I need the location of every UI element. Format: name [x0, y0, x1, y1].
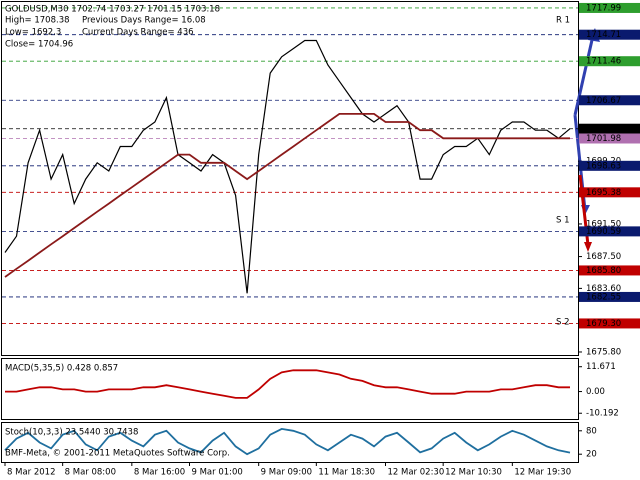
info-text: GOLDUSD,M30 1702.74 1703.27 1701.15 1703…	[5, 5, 220, 15]
stoch-panel	[1, 422, 579, 463]
y-tick-label: 11.671	[586, 362, 616, 372]
series-line	[4, 113, 570, 278]
y-tick-label: 1683.60	[586, 284, 621, 294]
info-text: High= 1708.38	[5, 16, 70, 26]
panel-title: Stoch(10,3,3) 23.5440 30.7438	[5, 428, 138, 438]
level-badge	[579, 56, 640, 67]
info-text: Previous Days Range= 16.08	[82, 16, 206, 26]
level-badge	[579, 133, 640, 144]
level-badge	[579, 95, 640, 106]
x-tick-label: 12 Mar 10:30	[445, 468, 502, 478]
level-label: 1690.59	[586, 227, 621, 237]
series-line	[4, 39, 571, 294]
y-tick-label: -10.192	[586, 409, 619, 419]
level-label: 1695.38	[586, 188, 621, 198]
pivot-label: S 2	[556, 318, 570, 328]
level-label: 1711.46	[586, 57, 621, 67]
level-badge	[579, 291, 640, 302]
x-tick-label: 8 Mar 08:00	[65, 468, 116, 478]
x-tick-label: 12 Mar 19:30	[514, 468, 571, 478]
level-badge	[579, 2, 640, 13]
level-label: 1703.18	[586, 124, 621, 134]
y-tick-label: 80	[586, 426, 597, 436]
y-tick-label: 1691.50	[586, 219, 621, 229]
y-tick-label: 1675.80	[586, 347, 621, 357]
level-label: 1698.63	[586, 161, 621, 171]
info-text: Close= 1704.96	[5, 40, 73, 50]
level-badge	[579, 318, 640, 329]
level-label: 1714.71	[586, 30, 621, 40]
y-tick-label: 0.00	[586, 387, 605, 397]
x-tick-label: 11 Mar 18:30	[318, 468, 375, 478]
level-badge	[579, 265, 640, 276]
panel-title: MACD(5,35,5) 0.428 0.857	[5, 364, 118, 374]
y-tick-label: 20	[586, 450, 597, 460]
level-label: 1685.80	[586, 266, 621, 276]
footer: BMF-Meta, © 2001-2011 MetaQuotes Softwar…	[5, 449, 230, 459]
level-label: 1701.98	[586, 134, 621, 144]
main-panel	[1, 1, 579, 356]
arrow-head	[584, 242, 592, 252]
x-tick-label: 8 Mar 2012	[7, 468, 55, 478]
level-label: 1706.67	[586, 96, 621, 106]
pivot-label: S 1	[556, 216, 570, 226]
level-badge	[579, 160, 640, 171]
macd-panel	[1, 358, 579, 420]
level-label: 1717.99	[586, 3, 621, 13]
level-label: 1679.30	[586, 319, 621, 329]
level-badge	[579, 226, 640, 237]
level-badge	[579, 123, 640, 134]
series-line	[5, 369, 570, 399]
series-line	[4, 427, 571, 456]
y-tick-label: 1687.50	[586, 252, 621, 262]
x-tick-label: 12 Mar 02:30	[388, 468, 445, 478]
x-tick-label: 9 Mar 09:00	[261, 468, 312, 478]
x-tick-label: 9 Mar 01:00	[191, 468, 242, 478]
info-text: Low= 1692.3	[5, 28, 61, 38]
level-label: 1682.55	[586, 292, 621, 302]
level-badge	[579, 187, 640, 198]
level-badge	[579, 29, 640, 40]
pivot-label: R 1	[556, 16, 570, 26]
info-text: Current Days Range= 436	[82, 28, 194, 38]
x-tick-label: 8 Mar 16:00	[134, 468, 185, 478]
